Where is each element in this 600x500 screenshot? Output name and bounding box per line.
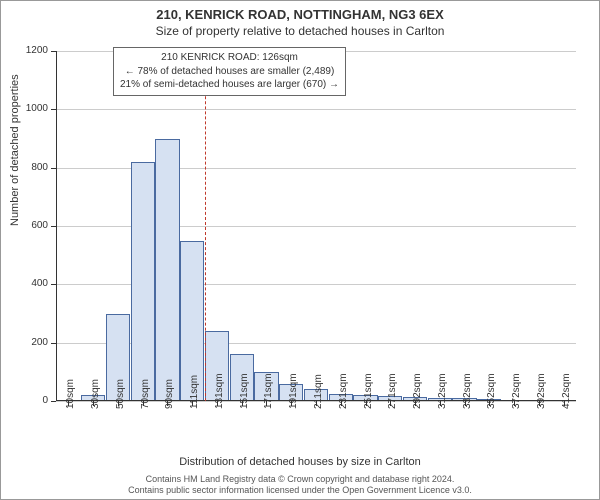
y-tick-label: 200: [18, 337, 48, 348]
x-tick-label: 211sqm: [313, 374, 324, 409]
x-tick-label: 312sqm: [437, 373, 448, 409]
x-tick-label: 10sqm: [65, 379, 76, 409]
histogram-bar: [155, 139, 179, 402]
y-axis: [56, 51, 57, 401]
x-tick-label: 111sqm: [189, 375, 200, 409]
footer-attribution: Contains HM Land Registry data © Crown c…: [1, 474, 599, 496]
marker-line: [205, 51, 206, 401]
x-tick-label: 131sqm: [214, 373, 225, 409]
x-tick-label: 50sqm: [115, 379, 126, 409]
x-tick-label: 332sqm: [462, 373, 473, 409]
y-tick-mark: [51, 401, 56, 402]
x-tick-label: 372sqm: [511, 373, 522, 409]
x-tick-label: 171sqm: [263, 373, 274, 409]
x-tick-label: 151sqm: [239, 373, 250, 409]
chart-subtitle: Size of property relative to detached ho…: [1, 24, 599, 38]
y-axis-label: Number of detached properties: [9, 74, 21, 226]
x-tick-label: 231sqm: [338, 373, 349, 409]
y-tick-label: 1000: [18, 103, 48, 114]
x-tick-label: 30sqm: [90, 379, 101, 409]
callout-line2: ← 78% of detached houses are smaller (2,…: [120, 65, 339, 79]
x-tick-label: 191sqm: [288, 373, 299, 409]
callout-box: 210 KENRICK ROAD: 126sqm ← 78% of detach…: [113, 47, 346, 96]
callout-line1: 210 KENRICK ROAD: 126sqm: [120, 51, 339, 65]
x-tick-label: 271sqm: [387, 373, 398, 409]
x-axis-label: Distribution of detached houses by size …: [1, 456, 599, 468]
y-tick-label: 600: [18, 220, 48, 231]
plot-area: 02004006008001000120010sqm30sqm50sqm70sq…: [56, 51, 576, 401]
grid-line: [56, 109, 576, 110]
chart-title: 210, KENRICK ROAD, NOTTINGHAM, NG3 6EX: [1, 7, 599, 22]
x-tick-label: 392sqm: [536, 373, 547, 409]
y-tick-label: 400: [18, 278, 48, 289]
x-tick-label: 70sqm: [140, 379, 151, 409]
chart-container: 210, KENRICK ROAD, NOTTINGHAM, NG3 6EX S…: [0, 0, 600, 500]
x-tick-label: 90sqm: [164, 379, 175, 409]
y-tick-label: 800: [18, 162, 48, 173]
x-tick-label: 352sqm: [486, 373, 497, 409]
x-axis: [56, 400, 576, 401]
footer-line2: Contains public sector information licen…: [1, 485, 599, 496]
x-tick-label: 412sqm: [561, 373, 572, 409]
callout-line3: 21% of semi-detached houses are larger (…: [120, 78, 339, 92]
histogram-bar: [131, 162, 155, 401]
y-tick-label: 1200: [18, 45, 48, 56]
x-tick-label: 251sqm: [363, 373, 374, 409]
y-tick-label: 0: [18, 395, 48, 406]
footer-line1: Contains HM Land Registry data © Crown c…: [1, 474, 599, 485]
x-tick-label: 292sqm: [412, 373, 423, 409]
